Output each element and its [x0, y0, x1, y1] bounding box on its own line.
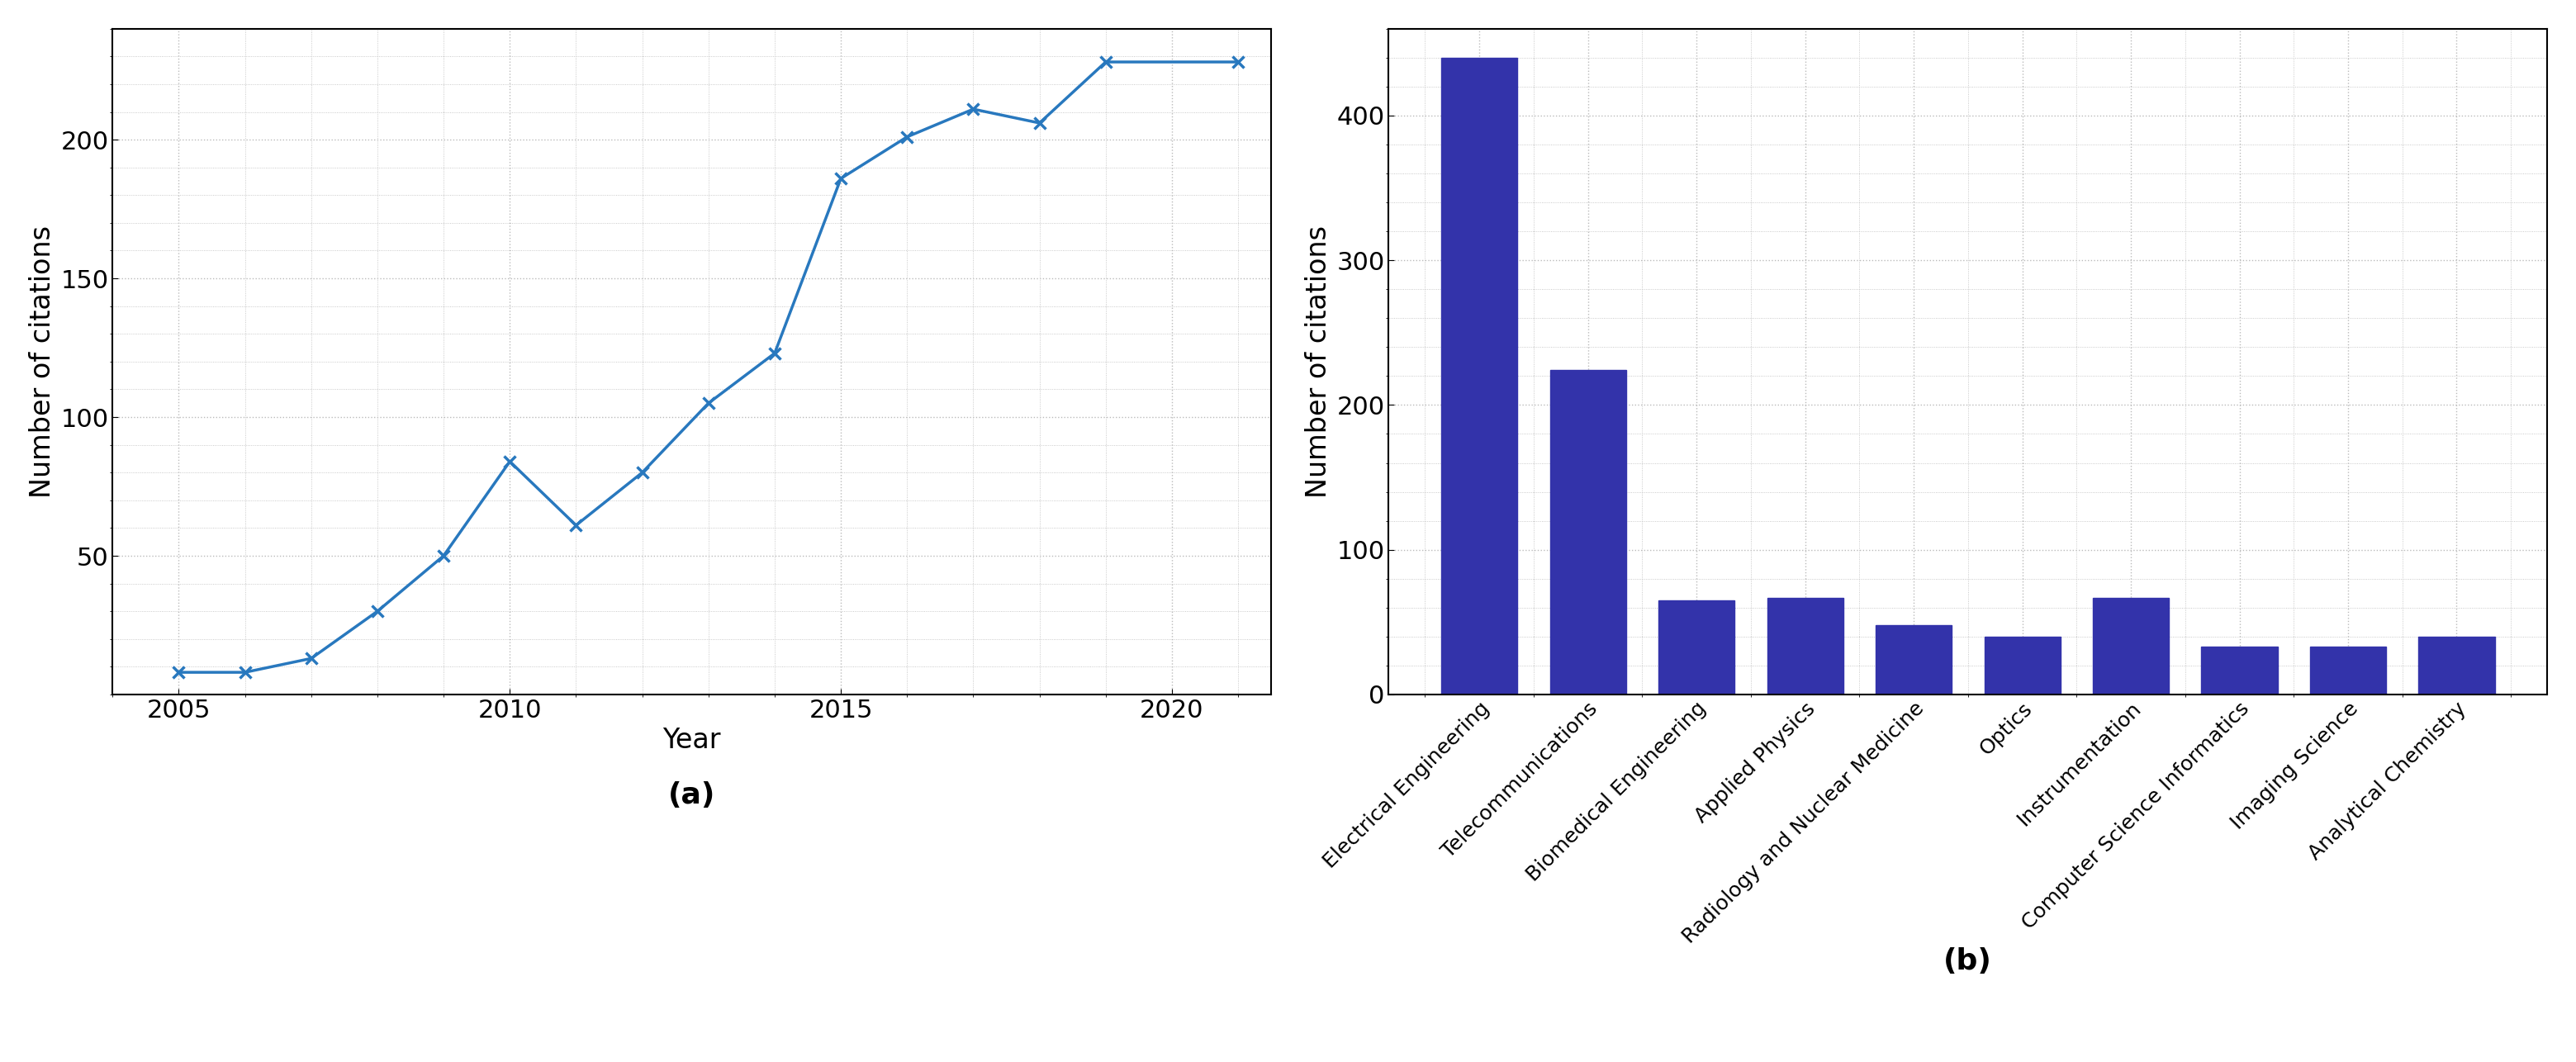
Bar — [2092, 598, 2169, 695]
Bar — [1767, 598, 1842, 695]
Bar — [1443, 57, 1517, 695]
X-axis label: Year: Year — [662, 727, 721, 754]
Bar — [1551, 371, 1625, 695]
Y-axis label: Number of citations: Number of citations — [1303, 225, 1332, 498]
Bar — [2311, 647, 2385, 695]
Bar — [1659, 600, 1734, 695]
Bar — [2202, 647, 2277, 695]
Y-axis label: Number of citations: Number of citations — [28, 225, 57, 498]
Text: (a): (a) — [667, 781, 716, 809]
Bar — [1875, 626, 1953, 695]
Bar — [2419, 636, 2494, 695]
Bar — [1984, 636, 2061, 695]
Text: (b): (b) — [1945, 947, 1991, 976]
